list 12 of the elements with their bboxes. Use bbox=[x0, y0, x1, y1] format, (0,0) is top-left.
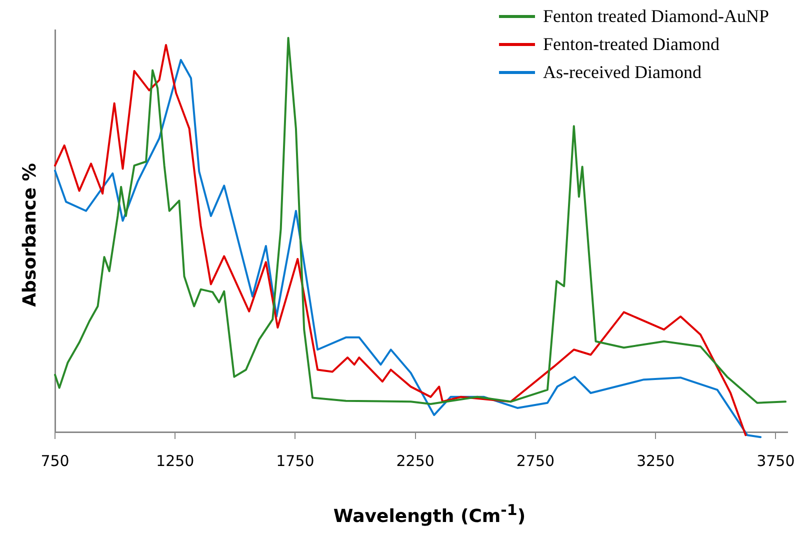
x-axis-title: Wavelength (Cm$^{-1}$) bbox=[332, 501, 527, 527]
x-tick-label: 2750 bbox=[516, 452, 555, 470]
x-tick-label: 3250 bbox=[636, 452, 675, 470]
x-tick-label: 2250 bbox=[396, 452, 434, 470]
x-tick-label: 1750 bbox=[276, 452, 314, 470]
y-axis-title: Absorbance % bbox=[20, 163, 40, 307]
legend-label: Fenton treated Diamond-AuNP bbox=[543, 6, 769, 27]
x-tick-label: 1250 bbox=[156, 452, 194, 470]
legend-label: Fenton-treated Diamond bbox=[543, 34, 720, 55]
x-tick-label: 750 bbox=[40, 452, 70, 470]
x-tick-label: 3750 bbox=[756, 452, 795, 470]
legend-label: As-received Diamond bbox=[543, 62, 702, 83]
